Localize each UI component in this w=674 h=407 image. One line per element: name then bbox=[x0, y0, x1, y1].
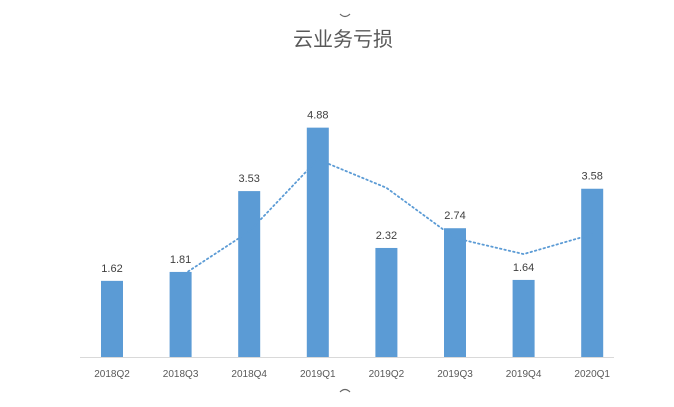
x-tick-2018Q3: 2018Q3 bbox=[163, 369, 199, 380]
bar-2019Q1 bbox=[306, 127, 329, 357]
bar-2019Q3 bbox=[444, 228, 466, 357]
bar-2018Q4 bbox=[238, 191, 261, 357]
x-tick-labels-layer: 2018Q2 2018Q3 2018Q4 2019Q1 2019Q2 2019Q3 2019… bbox=[94, 369, 610, 380]
trendline-layer bbox=[179, 158, 594, 278]
bar-2019Q2 bbox=[375, 247, 398, 357]
chart-title: 云业务亏损 bbox=[293, 27, 393, 51]
top-arc-decoration bbox=[339, 13, 351, 18]
bar-2020Q1 bbox=[581, 188, 604, 357]
data-label-2019Q2: 2.32 bbox=[376, 230, 397, 242]
data-label-2018Q4: 3.53 bbox=[238, 173, 259, 185]
x-tick-2019Q1: 2019Q1 bbox=[300, 369, 336, 380]
data-label-2020Q1: 3.58 bbox=[581, 171, 602, 183]
x-tick-2019Q2: 2019Q2 bbox=[369, 369, 405, 380]
x-tick-2018Q4: 2018Q4 bbox=[231, 369, 267, 380]
data-label-2019Q4: 1.64 bbox=[513, 262, 534, 274]
bars-layer bbox=[101, 127, 604, 357]
bar-2019Q4 bbox=[512, 279, 535, 357]
data-label-2018Q2: 1.62 bbox=[101, 263, 122, 275]
bar-2018Q3 bbox=[169, 271, 192, 357]
data-labels-layer: 1.62 1.81 3.53 4.88 2.32 2.74 1.64 3.58 bbox=[101, 110, 603, 275]
x-tick-2018Q2: 2018Q2 bbox=[94, 369, 130, 380]
x-tick-2019Q4: 2019Q4 bbox=[506, 369, 542, 380]
trendline-moving-average bbox=[179, 158, 594, 278]
data-label-2019Q3: 2.74 bbox=[444, 210, 465, 222]
data-label-2018Q3: 1.81 bbox=[170, 254, 191, 266]
data-label-2019Q1: 4.88 bbox=[307, 110, 328, 122]
bottom-arc-decoration bbox=[339, 388, 351, 393]
x-tick-2020Q1: 2020Q1 bbox=[574, 369, 610, 380]
x-tick-2019Q3: 2019Q3 bbox=[437, 369, 473, 380]
bar-2018Q2 bbox=[101, 280, 123, 357]
